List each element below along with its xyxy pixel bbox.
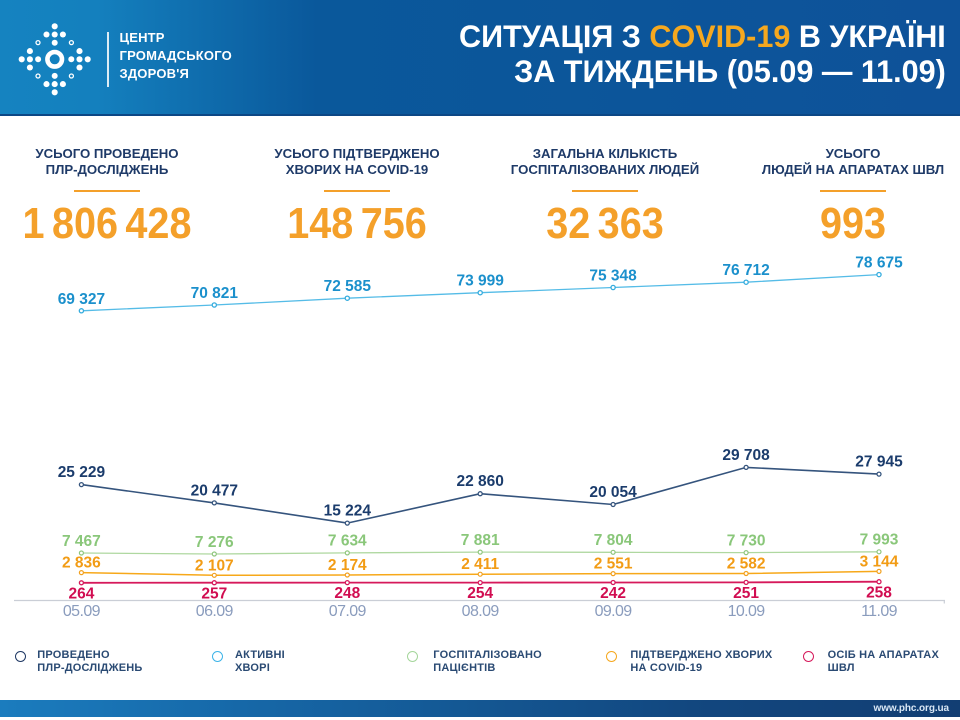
svg-text:258: 258 [866, 584, 892, 601]
svg-text:11.09: 11.09 [861, 603, 898, 620]
svg-text:22 860: 22 860 [456, 473, 503, 490]
svg-text:07.09: 07.09 [329, 603, 367, 620]
svg-text:05.09: 05.09 [63, 603, 101, 620]
svg-text:248: 248 [334, 585, 360, 602]
svg-text:72 585: 72 585 [324, 278, 372, 295]
svg-text:10.09: 10.09 [728, 603, 766, 620]
svg-text:78 675: 78 675 [855, 255, 903, 272]
svg-text:257: 257 [201, 585, 227, 602]
svg-text:15 224: 15 224 [324, 503, 372, 520]
svg-text:69 327: 69 327 [58, 291, 105, 308]
svg-text:7 730: 7 730 [727, 532, 766, 549]
svg-text:25 229: 25 229 [58, 464, 106, 481]
svg-text:7 881: 7 881 [461, 532, 500, 549]
svg-text:2 174: 2 174 [328, 557, 367, 574]
svg-text:09.09: 09.09 [595, 603, 633, 620]
svg-text:7 993: 7 993 [860, 532, 899, 549]
svg-text:2 551: 2 551 [594, 556, 633, 573]
svg-text:7 634: 7 634 [328, 533, 367, 550]
svg-text:27 945: 27 945 [855, 454, 903, 471]
svg-text:3 144: 3 144 [860, 553, 899, 570]
svg-text:7 276: 7 276 [195, 534, 234, 551]
svg-text:08.09: 08.09 [462, 603, 500, 620]
svg-text:73 999: 73 999 [456, 273, 504, 290]
svg-text:2 107: 2 107 [195, 557, 234, 574]
svg-text:2 582: 2 582 [727, 556, 766, 573]
svg-text:06.09: 06.09 [196, 603, 234, 620]
svg-text:7 804: 7 804 [594, 532, 633, 549]
svg-text:254: 254 [467, 585, 493, 602]
svg-text:70 821: 70 821 [191, 285, 239, 302]
svg-text:242: 242 [600, 585, 626, 602]
svg-text:251: 251 [733, 585, 759, 602]
svg-text:264: 264 [68, 585, 94, 602]
svg-text:2 411: 2 411 [461, 556, 499, 573]
svg-text:7 467: 7 467 [62, 533, 101, 550]
svg-text:20 054: 20 054 [589, 484, 637, 501]
svg-text:20 477: 20 477 [191, 482, 238, 499]
svg-text:75 348: 75 348 [589, 268, 637, 285]
svg-text:76 712: 76 712 [722, 262, 769, 279]
svg-text:29 708: 29 708 [722, 447, 770, 464]
svg-text:2 836: 2 836 [62, 555, 101, 572]
